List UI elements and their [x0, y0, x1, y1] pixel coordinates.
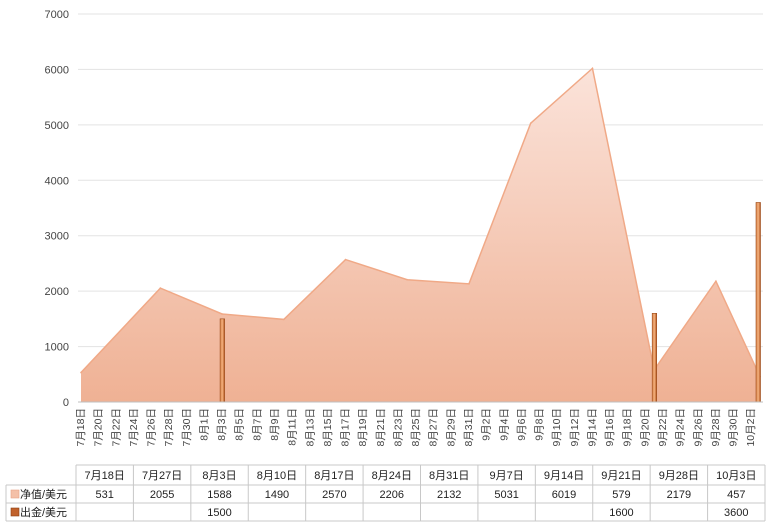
x-tick-label: 9月14日: [586, 408, 598, 447]
table-value-cell: 1600: [609, 507, 633, 519]
x-tick-label: 8月17日: [340, 408, 352, 447]
x-tick-label: 8月27日: [428, 408, 440, 447]
table-value-cell: 2055: [150, 489, 174, 501]
y-tick-label: 3000: [45, 231, 69, 243]
data-point: [221, 313, 223, 315]
table-value-cell: 1588: [207, 489, 231, 501]
table-value-cell: 579: [612, 489, 630, 501]
x-tick-label: 7月20日: [93, 408, 105, 447]
bar: [651, 313, 657, 403]
x-tick-label: 8月21日: [375, 408, 387, 447]
legend-label: 净值/美元: [20, 487, 67, 501]
table-header-cell: 9月7日: [490, 470, 524, 482]
y-tick-label: 6000: [45, 64, 69, 76]
x-tick-label: 7月30日: [181, 408, 193, 447]
data-point: [344, 258, 347, 261]
table-header-cell: 8月17日: [314, 470, 354, 482]
table-value-cell: 457: [727, 489, 745, 501]
legend-key: [10, 489, 20, 499]
bar: [755, 202, 761, 403]
x-tick-label: 8月1日: [198, 408, 210, 441]
x-tick-label: 7月26日: [146, 408, 158, 447]
data-point: [591, 67, 594, 70]
table-value-cell: 2179: [667, 489, 691, 501]
x-tick-label: 8月19日: [357, 408, 369, 447]
area-outline: [80, 66, 761, 377]
x-tick-label: 8月31日: [463, 408, 475, 447]
x-tick-label: 9月18日: [622, 408, 634, 447]
table-header-cell: 9月28日: [659, 470, 699, 482]
y-tick-label: 0: [63, 397, 69, 409]
x-tick-label: 8月15日: [322, 408, 334, 447]
x-tick-label: 8月23日: [392, 408, 404, 447]
bar: [219, 318, 225, 403]
data-point: [80, 371, 82, 374]
table-value-cell: 2570: [322, 489, 346, 501]
table-header-cell: 7月18日: [85, 470, 125, 482]
x-tick-label: 9月2日: [481, 408, 493, 441]
data-point: [529, 122, 532, 124]
y-tick-label: 2000: [45, 286, 69, 298]
data-point: [283, 318, 285, 321]
legend-label: 出金/美元: [20, 505, 67, 519]
table-value-cell: 3600: [724, 507, 748, 519]
data-point: [468, 283, 470, 285]
x-tick-label: 8月7日: [251, 408, 263, 441]
x-tick-label: 9月20日: [639, 408, 651, 447]
y-tick-label: 5000: [45, 120, 69, 132]
x-tick-label: 8月29日: [445, 408, 457, 447]
x-tick-label: 7月22日: [110, 408, 122, 447]
x-tick-label: 9月16日: [604, 408, 616, 447]
y-tick-label: 1000: [45, 342, 69, 354]
x-tick-label: 9月10日: [551, 408, 563, 447]
data-point: [715, 280, 717, 283]
x-tick-label: 9月28日: [710, 408, 722, 447]
table-value-cell: 5031: [494, 489, 518, 501]
table-header-cell: 8月10日: [257, 470, 297, 482]
y-tick-label: 7000: [45, 9, 69, 21]
x-tick-label: 8月11日: [287, 408, 299, 446]
table-header-cell: 10月3日: [716, 470, 756, 482]
net-value-area-series: [80, 66, 761, 402]
data-point: [406, 278, 409, 281]
x-tick-label: 9月4日: [498, 408, 510, 441]
table-value-cell: 2206: [380, 489, 404, 501]
x-axis: 7月18日 7月20日 7月22日 7月24日 7月26日 7月28日 7月30日 8月1日 8…: [75, 401, 763, 447]
x-tick-label: 9月22日: [657, 408, 669, 447]
x-tick-label: 9月30日: [728, 408, 740, 447]
data-table: 7月18日 7月27日 8月3日 8月10日 8月17日 8月24日 8月31日 9月7日 9月…: [5, 464, 766, 522]
table-header-cell: 9月21日: [601, 470, 641, 482]
x-tick-label: 8月3日: [216, 408, 228, 441]
x-tick-label: 8月9日: [269, 408, 281, 441]
x-tick-label: 9月26日: [692, 408, 704, 447]
legend-key: [10, 507, 20, 517]
table-header-cell: 8月3日: [202, 470, 236, 482]
x-tick-label: 9月6日: [516, 408, 528, 441]
table-value-cell: 2132: [437, 489, 461, 501]
x-tick-label: 8月13日: [304, 408, 316, 447]
table-value-cell: 1500: [207, 507, 231, 519]
table-header-cell: 8月24日: [372, 470, 412, 482]
y-axis: 0 1000 2000 3000 4000 5000 6000 7000: [45, 9, 69, 409]
x-tick-label: 8月5日: [234, 408, 246, 441]
x-tick-label: 7月18日: [75, 408, 87, 447]
table-header-cell: 9月14日: [544, 470, 584, 482]
y-tick-label: 4000: [45, 175, 69, 187]
x-tick-label: 9月24日: [675, 408, 687, 447]
x-tick-label: 9月8日: [534, 408, 546, 441]
x-tick-label: 10月2日: [745, 408, 757, 447]
x-tick-label: 7月28日: [163, 408, 175, 447]
table-value-cell: 6019: [552, 489, 576, 501]
table-value-cell: 1490: [265, 489, 289, 501]
area-fill: [81, 68, 760, 402]
x-tick-label: 8月25日: [410, 408, 422, 447]
x-tick-label: 7月24日: [128, 408, 140, 447]
x-tick-label: 9月12日: [569, 408, 581, 447]
table-header-cell: 7月27日: [142, 470, 182, 482]
table-value-cell: 531: [96, 489, 114, 501]
table-header-cell: 8月31日: [429, 470, 469, 482]
data-point: [159, 287, 162, 289]
